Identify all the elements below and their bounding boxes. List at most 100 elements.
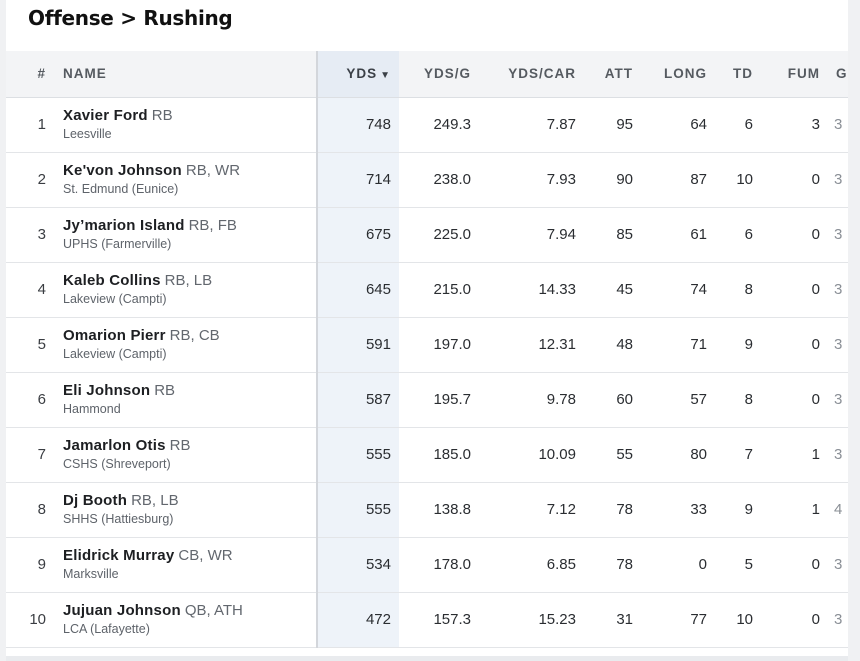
td-cell: 10 xyxy=(736,171,753,188)
ydsg-cell: 249.3 xyxy=(433,116,471,133)
player-school-link[interactable]: CSHS (Shreveport) xyxy=(63,457,171,472)
ydscar-cell: 7.12 xyxy=(546,501,576,518)
player-position: RB xyxy=(151,107,173,125)
table-header-row: # NAME YDS ▼ YDS/G YDS/CAR ATT LONG TD FU… xyxy=(6,51,848,98)
yds-cell: 472 xyxy=(317,592,399,647)
fum-cell: 0 xyxy=(811,556,820,573)
gp-cell: 3 xyxy=(834,226,843,243)
player-school-link[interactable]: UPHS (Farmerville) xyxy=(63,237,172,252)
rank-cell: 6 xyxy=(37,391,46,408)
player-name-link[interactable]: Ke'von Johnson xyxy=(63,162,182,180)
player-school-link[interactable]: Leesville xyxy=(63,127,112,142)
player-position: CB, WR xyxy=(178,547,233,565)
player-cell: Dj Booth RB, LB SHHS (Hattiesburg) xyxy=(50,482,318,537)
player-cell: Eli Johnson RB Hammond xyxy=(50,372,318,427)
td-cell: 8 xyxy=(744,391,753,408)
yds-cell: 534 xyxy=(317,537,399,592)
long-cell: 0 xyxy=(698,556,707,573)
att-cell: 78 xyxy=(616,501,633,518)
player-name-link[interactable]: Kaleb Collins xyxy=(63,272,161,290)
rank-cell: 7 xyxy=(37,446,46,463)
table-row: 7 Jamarlon Otis RB CSHS (Shreveport) 555 … xyxy=(6,427,848,482)
td-cell: 9 xyxy=(744,336,753,353)
att-cell: 55 xyxy=(616,446,633,463)
rank-cell: 10 xyxy=(29,611,46,628)
long-cell: 57 xyxy=(690,391,707,408)
gp-cell: 3 xyxy=(834,281,843,298)
rank-cell: 8 xyxy=(37,501,46,518)
column-header-yds-label: YDS xyxy=(346,66,378,82)
rank-cell: 1 xyxy=(37,116,46,133)
ydsg-cell: 197.0 xyxy=(433,336,471,353)
rank-cell: 5 xyxy=(37,336,46,353)
gp-cell: 3 xyxy=(834,116,843,133)
player-name-link[interactable]: Dj Booth xyxy=(63,492,128,510)
player-position: RB, LB xyxy=(131,492,179,510)
column-header-ydscar[interactable]: YDS/CAR xyxy=(471,51,576,98)
column-header-td[interactable]: TD xyxy=(707,51,753,98)
att-cell: 31 xyxy=(616,611,633,628)
yds-cell: 591 xyxy=(317,317,399,372)
column-header-long[interactable]: LONG xyxy=(633,51,707,98)
player-school-link[interactable]: LCA (Lafayette) xyxy=(63,622,150,637)
fum-cell: 1 xyxy=(811,501,820,518)
player-cell: Elidrick Murray CB, WR Marksville xyxy=(50,537,318,592)
player-name-link[interactable]: Jamarlon Otis xyxy=(63,437,166,455)
table-row: 8 Dj Booth RB, LB SHHS (Hattiesburg) 555 … xyxy=(6,482,848,537)
gp-cell: 3 xyxy=(834,171,843,188)
td-cell: 5 xyxy=(744,556,753,573)
ydscar-cell: 10.09 xyxy=(538,446,576,463)
player-school-link[interactable]: Marksville xyxy=(63,567,119,582)
player-school-link[interactable]: Lakeview (Campti) xyxy=(63,292,167,307)
player-school-link[interactable]: St. Edmund (Eunice) xyxy=(63,182,179,197)
long-cell: 33 xyxy=(690,501,707,518)
player-name-link[interactable]: Elidrick Murray xyxy=(63,547,175,565)
player-name-link[interactable]: Xavier Ford xyxy=(63,107,148,125)
ydscar-cell: 7.94 xyxy=(546,226,576,243)
column-header-yds[interactable]: YDS ▼ xyxy=(317,51,399,98)
fum-cell: 0 xyxy=(811,336,820,353)
player-position: RB, WR xyxy=(185,162,241,180)
player-school-link[interactable]: Lakeview (Campti) xyxy=(63,347,167,362)
table-row: 4 Kaleb Collins RB, LB Lakeview (Campti) … xyxy=(6,262,848,317)
td-cell: 7 xyxy=(744,446,753,463)
table-row: 10 Jujuan Johnson QB, ATH LCA (Lafayette)… xyxy=(6,592,848,647)
player-school-link[interactable]: SHHS (Hattiesburg) xyxy=(63,512,174,527)
player-name-link[interactable]: Eli Johnson xyxy=(63,382,151,400)
rank-cell: 4 xyxy=(37,281,46,298)
column-header-att[interactable]: ATT xyxy=(576,51,633,98)
td-cell: 6 xyxy=(744,226,753,243)
player-position: RB xyxy=(169,437,191,455)
long-cell: 61 xyxy=(690,226,707,243)
ydscar-cell: 12.31 xyxy=(538,336,576,353)
long-cell: 71 xyxy=(690,336,707,353)
fum-cell: 0 xyxy=(811,281,820,298)
long-cell: 74 xyxy=(690,281,707,298)
column-header-fum[interactable]: FUM xyxy=(753,51,820,98)
long-cell: 80 xyxy=(690,446,707,463)
player-position: RB, LB xyxy=(164,272,213,290)
stats-panel: Offense > Rushing # NAME YDS ▼ YDS/G YDS/… xyxy=(6,0,848,661)
player-name-link[interactable]: Jujuan Johnson xyxy=(63,602,181,620)
table-row: 3 Jy’marion Island RB, FB UPHS (Farmervil… xyxy=(6,207,848,262)
scroll-edge xyxy=(6,656,848,661)
long-cell: 87 xyxy=(690,171,707,188)
att-cell: 45 xyxy=(616,281,633,298)
player-cell: Xavier Ford RB Leesville xyxy=(50,97,318,152)
ydsg-cell: 195.7 xyxy=(433,391,471,408)
yds-cell: 714 xyxy=(317,152,399,207)
fum-cell: 1 xyxy=(811,446,820,463)
player-name-link[interactable]: Jy’marion Island xyxy=(63,217,185,235)
player-school-link[interactable]: Hammond xyxy=(63,402,121,417)
player-cell: Jujuan Johnson QB, ATH LCA (Lafayette) xyxy=(50,592,318,647)
gp-cell: 4 xyxy=(834,501,843,518)
player-cell: Ke'von Johnson RB, WR St. Edmund (Eunice) xyxy=(50,152,318,207)
td-cell: 8 xyxy=(744,281,753,298)
player-name-link[interactable]: Omarion Pierr xyxy=(63,327,166,345)
column-header-name[interactable]: NAME xyxy=(50,51,318,98)
column-header-ydsg[interactable]: YDS/G xyxy=(399,51,471,98)
gp-cell: 3 xyxy=(834,336,843,353)
ydscar-cell: 14.33 xyxy=(538,281,576,298)
column-header-gp[interactable]: GP xyxy=(820,51,848,98)
player-cell: Jy’marion Island RB, FB UPHS (Farmerville… xyxy=(50,207,318,262)
